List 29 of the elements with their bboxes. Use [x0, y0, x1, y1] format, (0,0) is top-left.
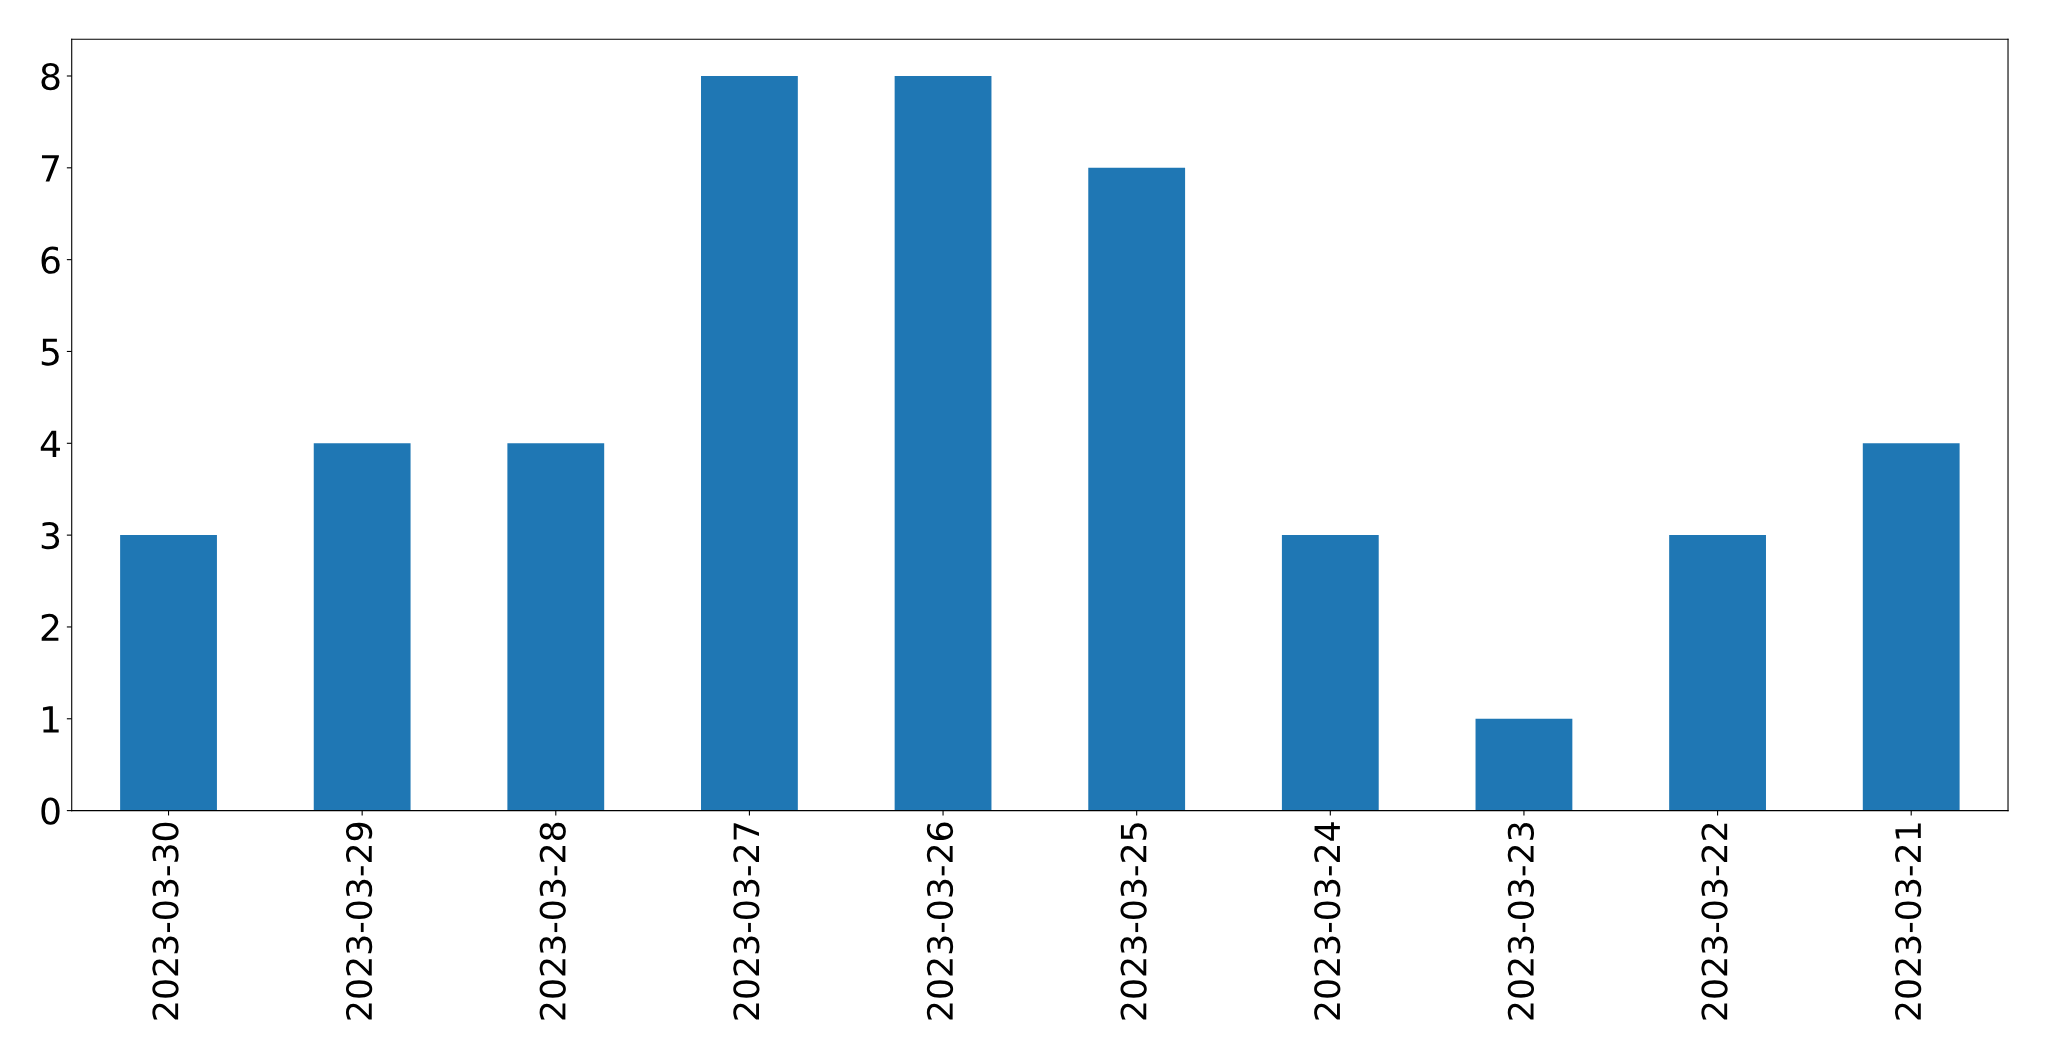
x-tick-label: 2023-03-22 [1701, 823, 1728, 1020]
y-tick-label: 5 [41, 338, 59, 366]
y-tick-label: 3 [41, 522, 60, 550]
y-tick-label: 6 [41, 246, 60, 274]
y-tick-label: 1 [42, 706, 59, 733]
bar [120, 535, 217, 811]
y-tick-label: 0 [41, 797, 60, 825]
x-tick-label: 2023-03-29 [345, 822, 373, 1020]
bar [507, 443, 605, 811]
bar [701, 75, 798, 811]
y-tick-label: 7 [41, 155, 59, 182]
bar [1088, 167, 1186, 811]
x-tick-label: 2023-03-30 [152, 822, 179, 1020]
bar [894, 75, 992, 811]
x-tick-label: 2023-03-28 [539, 822, 566, 1020]
bar [1475, 718, 1573, 811]
y-tick-label: 8 [41, 62, 60, 91]
x-tick-label: 2023-03-23 [1507, 823, 1535, 1020]
x-tick-label: 2023-03-26 [926, 822, 954, 1020]
bar [1281, 535, 1379, 811]
x-tick-label: 2023-03-25 [1120, 823, 1147, 1020]
x-tick-label: 2023-03-24 [1314, 822, 1341, 1020]
x-tick-label: 2023-03-21 [1895, 823, 1922, 1020]
y-tick-label: 2 [41, 613, 59, 641]
bar [313, 443, 411, 811]
bar [1862, 443, 1960, 811]
y-tick-label: 4 [40, 430, 60, 458]
x-tick-label: 2023-03-27 [733, 823, 760, 1020]
bar [1669, 535, 1766, 811]
